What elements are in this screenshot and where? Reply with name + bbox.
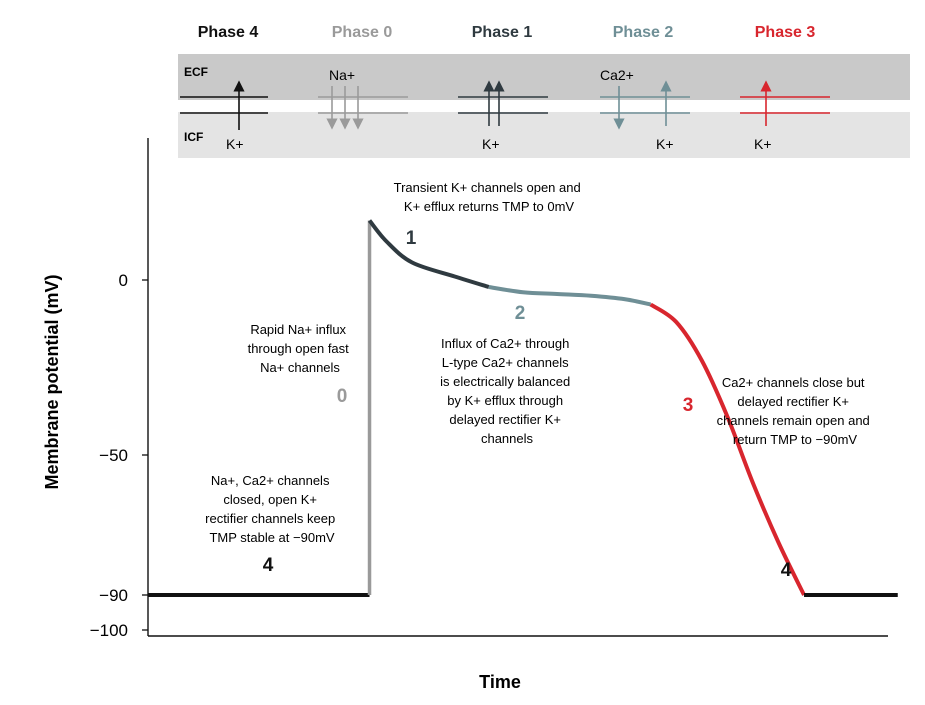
phase2-ion-bottom: K+ bbox=[656, 136, 674, 152]
phase1-number: 1 bbox=[406, 228, 417, 249]
y-tick-label: 0 bbox=[119, 271, 128, 290]
phase1-ion-bottom: K+ bbox=[482, 136, 500, 152]
phase2-trace bbox=[488, 285, 652, 307]
y-axis-label: Membrane potential (mV) bbox=[42, 274, 62, 489]
phase2-number: 2 bbox=[515, 303, 526, 324]
phase3-title: Phase 3 bbox=[755, 24, 816, 41]
phase2-annotation: Influx of Ca2+ through L-type Ca2+ chann… bbox=[440, 336, 574, 446]
y-tick-label: −90 bbox=[99, 586, 128, 605]
y-tick-label: −50 bbox=[99, 446, 128, 465]
phase1-membrane: K+ bbox=[458, 80, 548, 152]
membrane-gap bbox=[178, 100, 910, 112]
phase4-membrane: K+ bbox=[180, 80, 268, 152]
phase3-number: 3 bbox=[683, 395, 694, 416]
phase4-title: Phase 4 bbox=[198, 24, 259, 41]
phase2-title: Phase 2 bbox=[613, 24, 674, 41]
phase0-annotation: Rapid Na+ influx through open fast Na+ c… bbox=[248, 322, 353, 375]
ecf-label: ECF bbox=[184, 65, 208, 79]
phase2-membrane: Ca2+ K+ bbox=[600, 67, 690, 152]
phase4-ion-bottom: K+ bbox=[226, 136, 244, 152]
membrane-potential-chart: 0 −50 −90 −100 Time Membrane potential (mV)… bbox=[42, 138, 898, 692]
phase0-ion-top: Na+ bbox=[329, 67, 355, 83]
phase1-trace bbox=[367, 219, 490, 289]
x-axis-label: Time bbox=[479, 672, 521, 692]
y-tick-label: −100 bbox=[90, 621, 128, 640]
phase1-title: Phase 1 bbox=[472, 24, 533, 41]
phase0-number: 0 bbox=[337, 386, 348, 407]
phase0-title: Phase 0 bbox=[332, 24, 393, 41]
phase3-trace bbox=[649, 302, 806, 596]
phase4-annotation: Na+, Ca2+ channels closed, open K+ recti… bbox=[205, 473, 339, 545]
membrane-schematic: ECF ICF Phase 4 Phase 0 Phase 1 Phase 2 … bbox=[178, 24, 910, 158]
trace-segments bbox=[148, 219, 898, 597]
icf-label: ICF bbox=[184, 130, 203, 144]
icf-band bbox=[178, 112, 910, 158]
phase1-annotation: Transient K+ channels open and K+ efflux… bbox=[394, 180, 585, 214]
phase3-ion-bottom: K+ bbox=[754, 136, 772, 152]
phase4-number: 4 bbox=[263, 555, 274, 576]
phase3-annotation: Ca2+ channels close but delayed rectifie… bbox=[717, 375, 874, 447]
ecf-band bbox=[178, 54, 910, 100]
phase2-ion-top: Ca2+ bbox=[600, 67, 634, 83]
phase0-membrane: Na+ bbox=[318, 67, 408, 130]
phase3-membrane: K+ bbox=[740, 80, 830, 152]
y-ticks: 0 −50 −90 −100 bbox=[90, 271, 148, 640]
phase4-number-end: 4 bbox=[781, 560, 792, 581]
